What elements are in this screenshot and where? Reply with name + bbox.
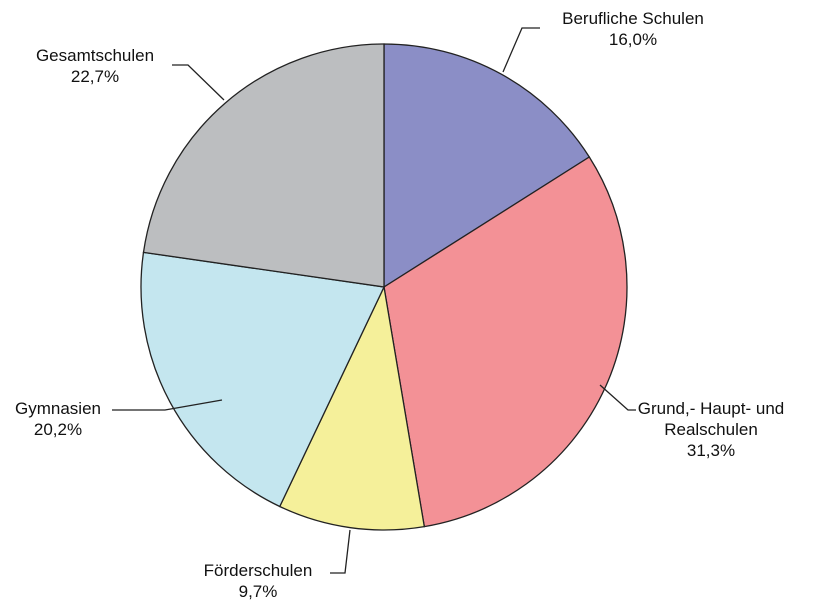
pie-slice xyxy=(278,284,426,531)
pie-slice xyxy=(383,43,591,289)
pie-slice xyxy=(142,43,385,288)
value-label: 22,7% xyxy=(70,67,120,86)
leader-line xyxy=(112,399,223,411)
slice-label: Gymnasien 20,2% xyxy=(0,398,153,440)
value-label: 9,7% xyxy=(238,582,278,601)
category-label: Berufliche Schulen xyxy=(562,9,704,28)
slice-label: Grund,- Haupt- und Realschulen 31,3% xyxy=(621,398,801,461)
leader-line xyxy=(172,64,225,101)
value-label: 31,3% xyxy=(686,441,736,460)
slice-label: Förderschulen 9,7% xyxy=(163,560,353,602)
leader-line xyxy=(330,529,351,574)
pie-slice xyxy=(383,156,628,528)
value-label: 20,2% xyxy=(33,420,83,439)
slice-label: Berufliche Schulen 16,0% xyxy=(538,8,728,50)
leader-line xyxy=(502,27,540,73)
leader-line xyxy=(599,384,636,411)
category-label: Gesamtschulen xyxy=(35,46,155,65)
category-label: Grund,- Haupt- und Realschulen xyxy=(637,399,785,439)
value-label: 16,0% xyxy=(608,30,658,49)
category-label: Gymnasien xyxy=(15,399,101,418)
pie-slice xyxy=(140,251,385,508)
category-label: Förderschulen xyxy=(203,561,313,580)
slice-label: Gesamtschulen 22,7% xyxy=(0,45,190,87)
